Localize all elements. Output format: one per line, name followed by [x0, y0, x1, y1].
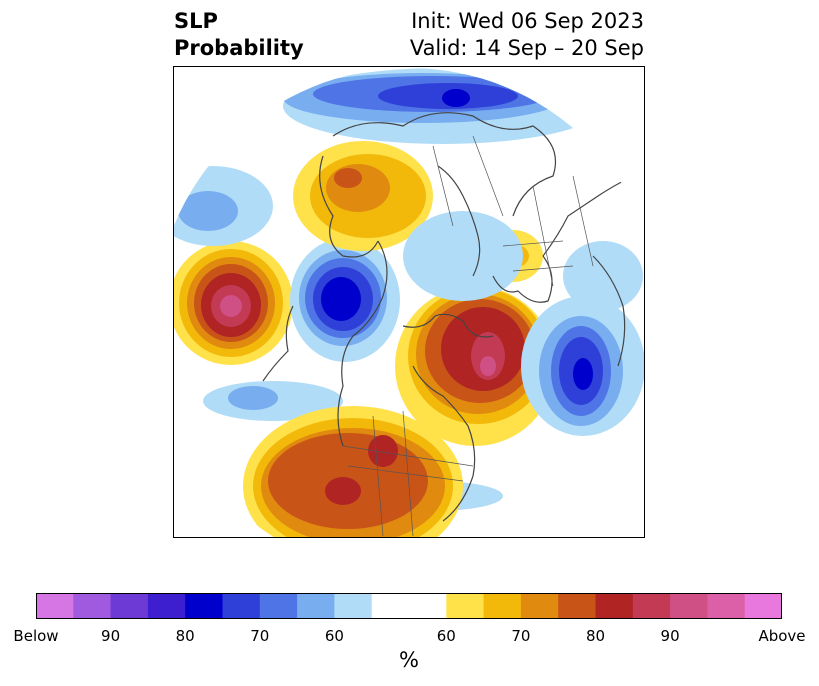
map-title: SLP Probability [174, 8, 304, 62]
colorbar-swatch [147, 593, 186, 619]
colorbar-swatch [222, 593, 261, 619]
colorbar-swatch [595, 593, 634, 619]
political-borders [342, 135, 594, 537]
colorbar-swatch [446, 593, 485, 619]
colorbar-swatch [483, 593, 522, 619]
colorbar-unit: % [399, 648, 419, 672]
colorbar-swatch [110, 593, 149, 619]
colorbar-swatch [558, 593, 596, 619]
colorbar-swatch [36, 593, 74, 619]
colorbar-swatch [632, 593, 671, 619]
title-slp: SLP [174, 9, 218, 33]
colorbar-tick-label: 60 [324, 627, 344, 645]
title-probability: Probability [174, 36, 304, 60]
colorbar-tick-label: 60 [436, 627, 456, 645]
coastlines [262, 112, 634, 522]
colorbar-swatch [707, 593, 746, 619]
colorbar-tick-label: 70 [511, 627, 531, 645]
init-date: Init: Wed 06 Sep 2023 [411, 9, 644, 33]
colorbar-swatch [185, 593, 223, 619]
colorbar-swatch [520, 593, 559, 619]
colorbar-tick-label: 80 [585, 627, 606, 645]
colorbar-tick-label: 80 [175, 627, 195, 645]
forecast-dates: Init: Wed 06 Sep 2023 Valid: 14 Sep – 20… [410, 8, 644, 62]
colorbar-swatch [297, 593, 335, 619]
map-frame [173, 66, 645, 538]
colorbar-swatch [334, 593, 373, 619]
colorbar-swatch [73, 593, 112, 619]
valid-range: Valid: 14 Sep – 20 Sep [409, 36, 644, 60]
colorbar [36, 593, 782, 619]
colorbar-swatch [670, 593, 708, 619]
colorbar-tick-label: Above [758, 627, 806, 645]
colorbar-swatch [259, 593, 298, 619]
colorbar-tick-label: Below [13, 627, 59, 645]
slp-probability-map [173, 66, 645, 538]
colorbar-tick-label: 70 [250, 627, 270, 645]
colorbar-tick-label: 90 [101, 627, 121, 645]
colorbar-frame [36, 593, 782, 619]
colorbar-swatch [744, 593, 782, 619]
colorbar-swatch [371, 593, 447, 619]
colorbar-tick-label: 90 [660, 627, 680, 645]
